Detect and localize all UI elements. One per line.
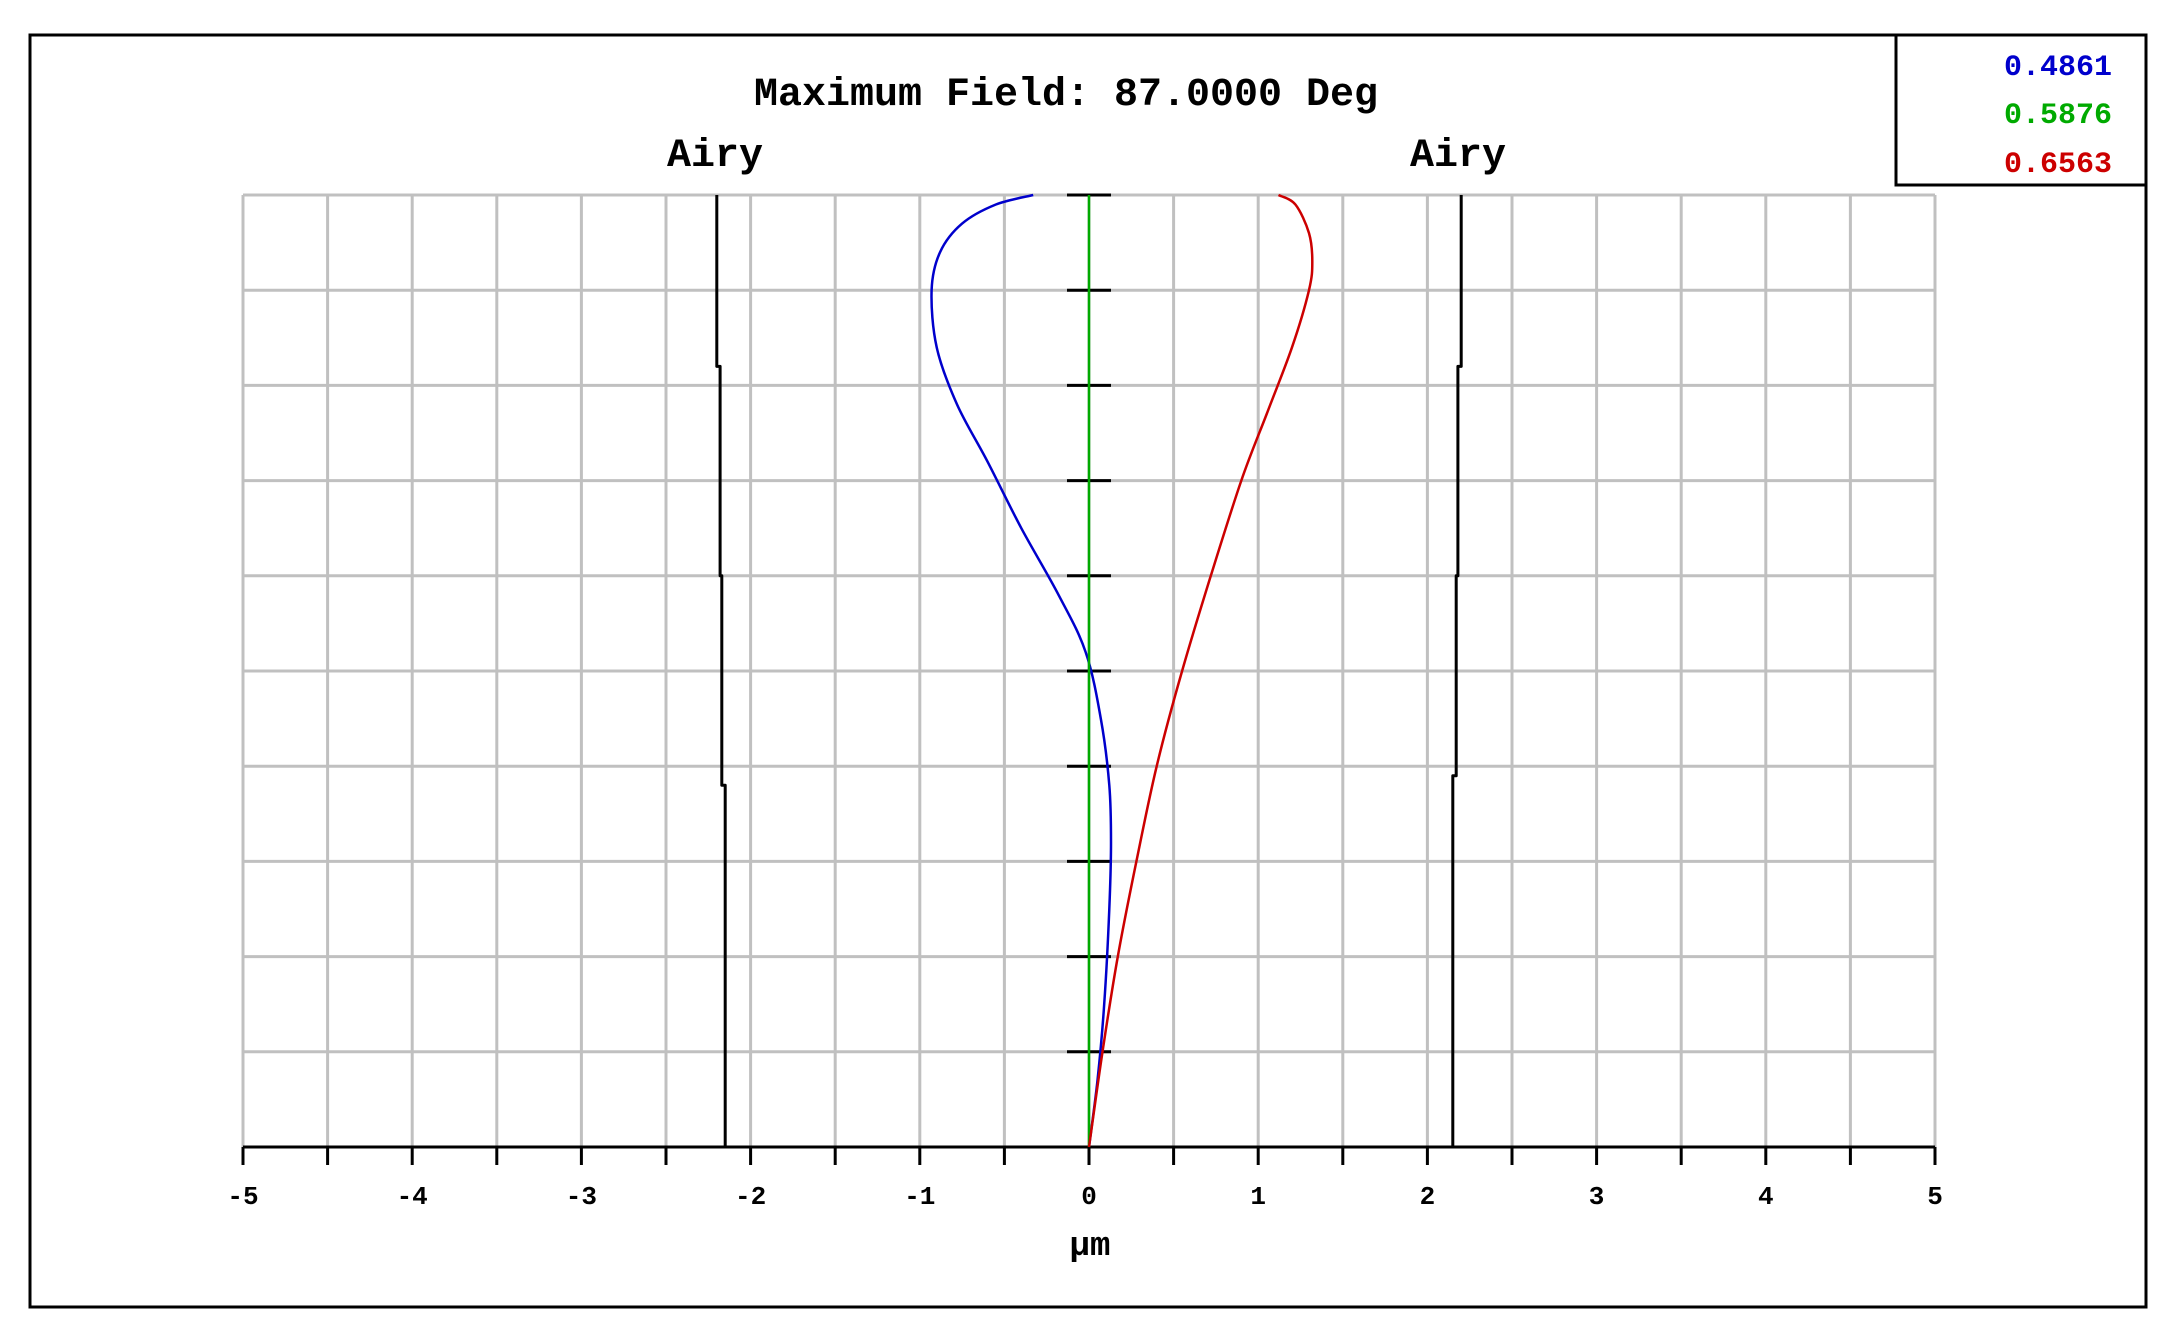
- x-tick-label: -3: [566, 1182, 597, 1212]
- airy-line-left: [715, 195, 727, 1147]
- airy-label-right: Airy: [1410, 134, 1506, 179]
- x-tick-label: -2: [735, 1182, 766, 1212]
- x-tick-label: 3: [1589, 1182, 1605, 1212]
- x-axis-label: µm: [1070, 1228, 1111, 1266]
- x-tick-label: -4: [397, 1182, 428, 1212]
- grid: [241, 193, 1937, 1149]
- x-tick-label: -1: [904, 1182, 935, 1212]
- x-tick-label: 2: [1420, 1182, 1436, 1212]
- x-tick-label: 4: [1758, 1182, 1774, 1212]
- outer-frame: [28, 33, 2148, 1309]
- chart-title: Maximum Field: 87.0000 Deg: [754, 73, 1378, 118]
- series-group: [715, 193, 1463, 1148]
- series-line-0-6563: [1087, 193, 1314, 1148]
- x-tick-label: 5: [1927, 1182, 1943, 1212]
- legend-entry-2: 0.6563: [2004, 148, 2112, 182]
- x-tick-label: 0: [1081, 1182, 1097, 1212]
- legend-entry-1: 0.5876: [2004, 99, 2112, 133]
- x-tick-label: 1: [1250, 1182, 1266, 1212]
- legend: 0.4861 0.5876 0.6563: [1894, 33, 2148, 187]
- legend-box: [1894, 33, 2148, 187]
- airy-label-left: Airy: [667, 134, 763, 179]
- legend-entry-0: 0.4861: [2004, 51, 2112, 85]
- series-line-0-4861: [930, 193, 1113, 1148]
- x-tick-label: -5: [227, 1182, 258, 1212]
- x-axis: -5 -4 -3 -2 -1 0 1 2 3 4 5: [227, 1145, 1943, 1212]
- airy-line-right: [1451, 195, 1463, 1147]
